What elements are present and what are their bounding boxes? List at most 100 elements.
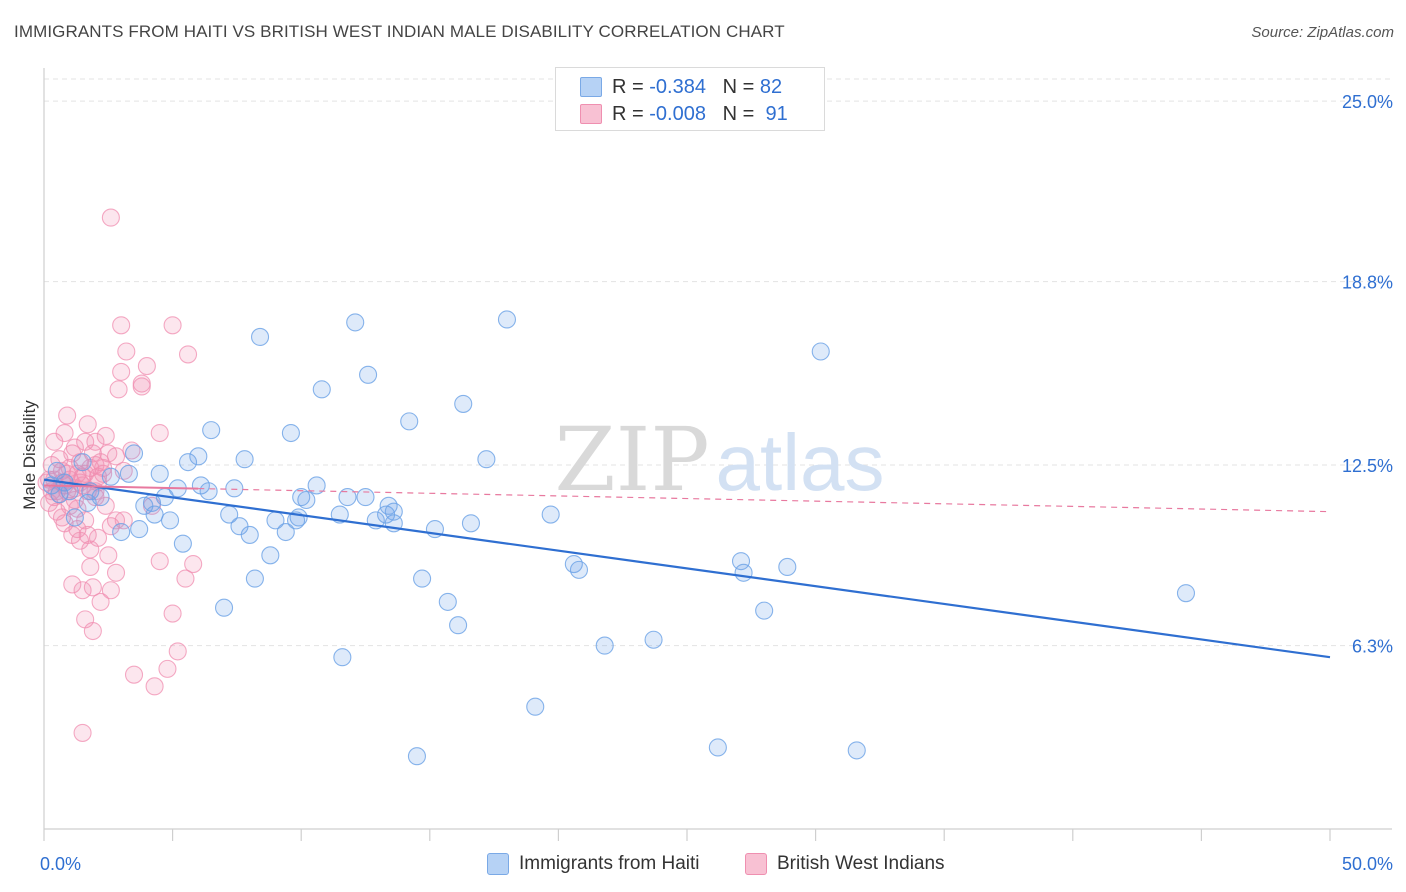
watermark: ZIP atlas <box>554 408 884 511</box>
haiti-point <box>202 421 221 440</box>
haiti-point <box>461 514 481 533</box>
haiti-point <box>276 522 295 542</box>
n-label: N = <box>722 75 755 98</box>
haiti-point <box>297 490 316 510</box>
correlation-stats-box: R = -0.384 N = 82 R = -0.008 N = 91 <box>555 67 825 131</box>
haiti-point <box>130 520 149 539</box>
haiti-point <box>526 697 545 716</box>
y-axis-title: Male Disability <box>20 400 39 510</box>
bwi-point <box>112 316 131 335</box>
haiti-point <box>119 464 138 483</box>
bwi-point <box>132 377 151 396</box>
bwi-point <box>101 208 120 227</box>
y-tick-label: 25.0% <box>1342 92 1393 112</box>
haiti-point <box>379 496 398 515</box>
haiti-point <box>413 569 432 588</box>
bwi-point <box>106 447 126 466</box>
bwi-point <box>63 575 82 594</box>
haiti-point <box>173 534 192 553</box>
haiti-point <box>307 476 326 495</box>
chart-title: IMMIGRANTS FROM HAITI VS BRITISH WEST IN… <box>14 22 785 41</box>
haiti-point <box>235 450 254 469</box>
bwi-point <box>73 723 92 742</box>
haiti-point <box>250 327 270 347</box>
haiti-point <box>564 554 583 574</box>
haiti-point <box>400 412 419 431</box>
legend-item-haiti[interactable]: Immigrants from Haiti <box>487 851 700 877</box>
haiti-point <box>338 488 357 507</box>
n-value-bwi: 91 <box>765 102 788 125</box>
haiti-point <box>225 479 244 498</box>
bwi-point <box>124 665 144 684</box>
haiti-point <box>199 482 218 501</box>
source-site[interactable]: ZipAtlas.com <box>1307 24 1394 41</box>
bwi-point <box>83 621 102 641</box>
haiti-point <box>346 313 365 332</box>
haiti-point <box>112 522 131 542</box>
haiti-trend-line <box>43 478 1331 659</box>
legend-item-bwi[interactable]: British West Indians <box>745 851 945 877</box>
haiti-point <box>292 488 311 507</box>
haiti-point <box>454 394 473 413</box>
axes <box>43 68 1392 841</box>
bwi-trend-line-solid <box>43 484 199 490</box>
bwi-point <box>55 423 74 443</box>
haiti-point <box>731 552 751 571</box>
bwi-point <box>163 604 182 623</box>
haiti-point <box>407 747 426 766</box>
bwi-point <box>73 581 92 600</box>
bwi-point <box>83 578 102 597</box>
n-value-haiti: 82 <box>759 75 783 98</box>
bwi-point <box>117 342 136 361</box>
r-value-haiti: -0.384 <box>649 75 706 98</box>
haiti-point <box>755 601 774 620</box>
haiti-points <box>42 310 1196 766</box>
bwi-point <box>176 569 195 588</box>
bwi-point <box>81 557 100 577</box>
bwi-point <box>122 441 141 460</box>
haiti-point <box>245 569 264 588</box>
haiti-point <box>101 467 120 486</box>
watermark-atlas: atlas <box>716 418 885 507</box>
bwi-point <box>145 677 164 696</box>
haiti-point <box>281 423 300 443</box>
bwi-point <box>163 316 182 335</box>
bwi-point <box>88 528 108 547</box>
haiti-swatch <box>580 77 602 97</box>
haiti-point <box>438 592 457 611</box>
haiti-point <box>91 488 110 507</box>
r-label: R = <box>612 102 644 125</box>
source-credit: Source: ZipAtlas.com <box>1251 24 1394 41</box>
bwi-point <box>78 525 97 544</box>
haiti-point <box>124 444 144 463</box>
watermark-zip: ZIP <box>554 408 709 511</box>
haiti-point <box>847 741 866 760</box>
bwi-point <box>96 426 115 445</box>
bwi-point <box>178 345 198 364</box>
axis-labels: 6.3% 12.5% 18.8% 25.0% 0.0% 50.0% Male Disabil… <box>20 92 1393 874</box>
haiti-point <box>1176 584 1196 603</box>
bwi-point <box>76 511 95 530</box>
haiti-point <box>240 525 259 544</box>
legend-label-bwi: British West Indians <box>777 853 945 874</box>
haiti-point <box>644 630 663 649</box>
haiti-point <box>312 380 331 399</box>
bwi-point <box>88 467 108 486</box>
bwi-point <box>168 642 187 661</box>
bwi-point <box>96 496 115 515</box>
bwi-point <box>78 415 97 434</box>
bwi-point <box>184 554 203 574</box>
haiti-point <box>477 450 496 469</box>
haiti-point <box>287 511 306 530</box>
haiti-point <box>65 508 84 527</box>
haiti-point <box>359 365 378 384</box>
haiti-point <box>150 464 169 483</box>
haiti-point <box>160 511 180 530</box>
bwi-point <box>86 432 105 451</box>
haiti-point <box>497 310 517 329</box>
bwi-point <box>150 423 169 443</box>
grid-lines <box>44 78 1392 647</box>
haiti-point <box>449 616 468 635</box>
haiti-point <box>356 488 375 507</box>
